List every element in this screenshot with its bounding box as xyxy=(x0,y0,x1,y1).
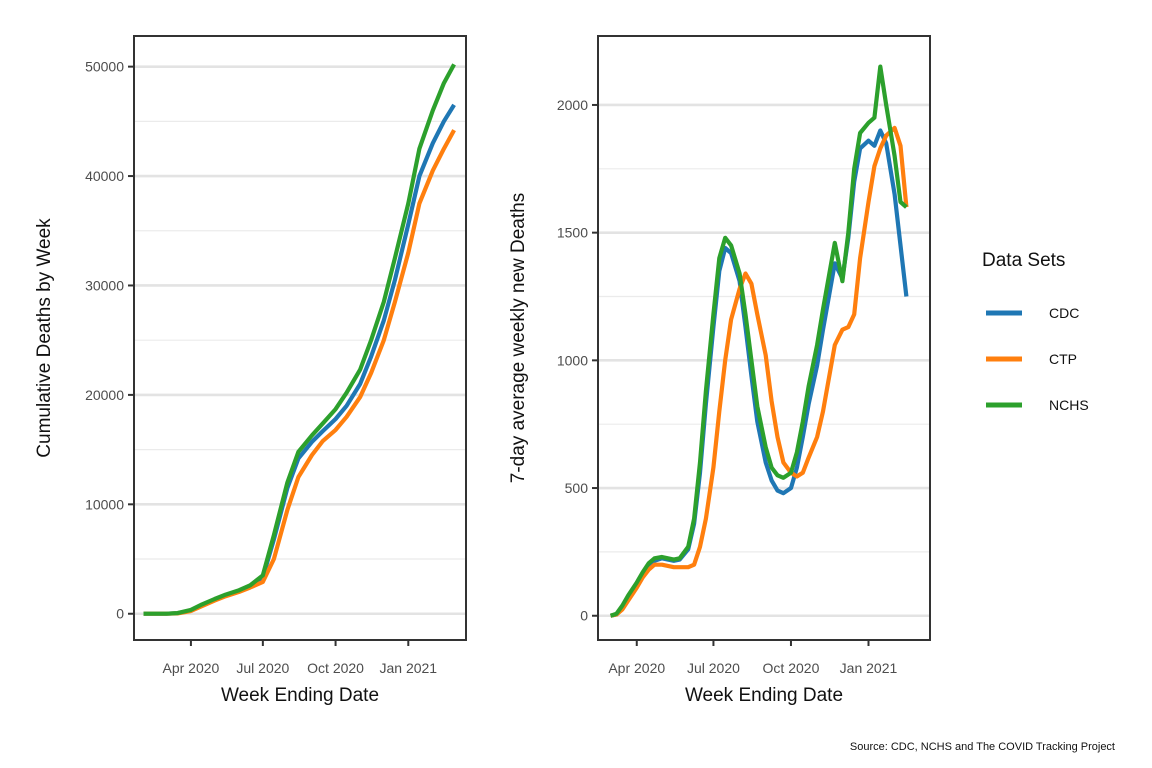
x-tick-label: Apr 2020 xyxy=(608,660,665,676)
x-tick-label: Oct 2020 xyxy=(763,660,820,676)
y-tick-label: 40000 xyxy=(85,168,124,184)
right-y-axis-title: 7-day average weekly new Deaths xyxy=(508,193,529,483)
left-axes: 0 10000 20000 30000 40000 50000 Apr 2020 Jul 20… xyxy=(85,59,437,676)
source-caption: Source: CDC, NCHS and The COVID Tracking… xyxy=(850,741,1115,753)
y-tick-label: 0 xyxy=(580,608,588,624)
legend-label-ctp: CTP xyxy=(1049,351,1077,367)
x-tick-label: Jan 2021 xyxy=(379,660,437,676)
x-tick-label: Jul 2020 xyxy=(687,660,740,676)
right-gridlines xyxy=(598,103,930,618)
left-panel-cumulative-deaths: 0 10000 20000 30000 40000 50000 Apr 2020 Jul 20… xyxy=(34,35,467,706)
y-tick-label: 20000 xyxy=(85,387,124,403)
x-tick-label: Apr 2020 xyxy=(163,660,220,676)
series-line-cdc xyxy=(610,128,909,618)
legend-items: CDC CTP NCHS xyxy=(986,305,1089,413)
series-line-nchs xyxy=(143,63,456,616)
legend-label-nchs: NCHS xyxy=(1049,397,1089,413)
series-line-nchs xyxy=(609,64,908,618)
y-tick-label: 10000 xyxy=(85,496,124,512)
y-tick-label: 1000 xyxy=(557,352,588,368)
y-tick-label: 2000 xyxy=(557,97,588,113)
right-panel-weekly-new-deaths: 0 500 1000 1500 2000 Apr 2020 Jul 2020 Oct 2020… xyxy=(508,35,931,706)
right-series-lines xyxy=(609,64,909,618)
y-tick-label: 0 xyxy=(116,606,124,622)
y-tick-label: 500 xyxy=(565,480,589,496)
left-series-lines xyxy=(143,63,456,616)
legend-title: Data Sets xyxy=(982,250,1065,271)
x-tick-label: Jan 2021 xyxy=(840,660,898,676)
y-tick-label: 1500 xyxy=(557,225,588,241)
series-line-cdc xyxy=(143,103,456,616)
left-x-axis-title: Week Ending Date xyxy=(221,685,379,706)
series-line-ctp xyxy=(610,125,909,618)
y-tick-label: 50000 xyxy=(85,59,124,75)
left-panel-border xyxy=(133,35,467,641)
right-axes: 0 500 1000 1500 2000 Apr 2020 Jul 2020 Oct 2020… xyxy=(557,97,898,676)
legend: Data Sets CDC CTP NCHS xyxy=(982,250,1089,413)
left-y-axis-title: Cumulative Deaths by Week xyxy=(34,218,55,458)
legend-label-cdc: CDC xyxy=(1049,305,1079,321)
left-gridlines xyxy=(134,65,466,616)
right-panel-border xyxy=(597,35,931,641)
y-tick-label: 30000 xyxy=(85,277,124,293)
right-x-axis-title: Week Ending Date xyxy=(685,685,843,706)
x-tick-label: Oct 2020 xyxy=(307,660,364,676)
x-tick-label: Jul 2020 xyxy=(236,660,289,676)
